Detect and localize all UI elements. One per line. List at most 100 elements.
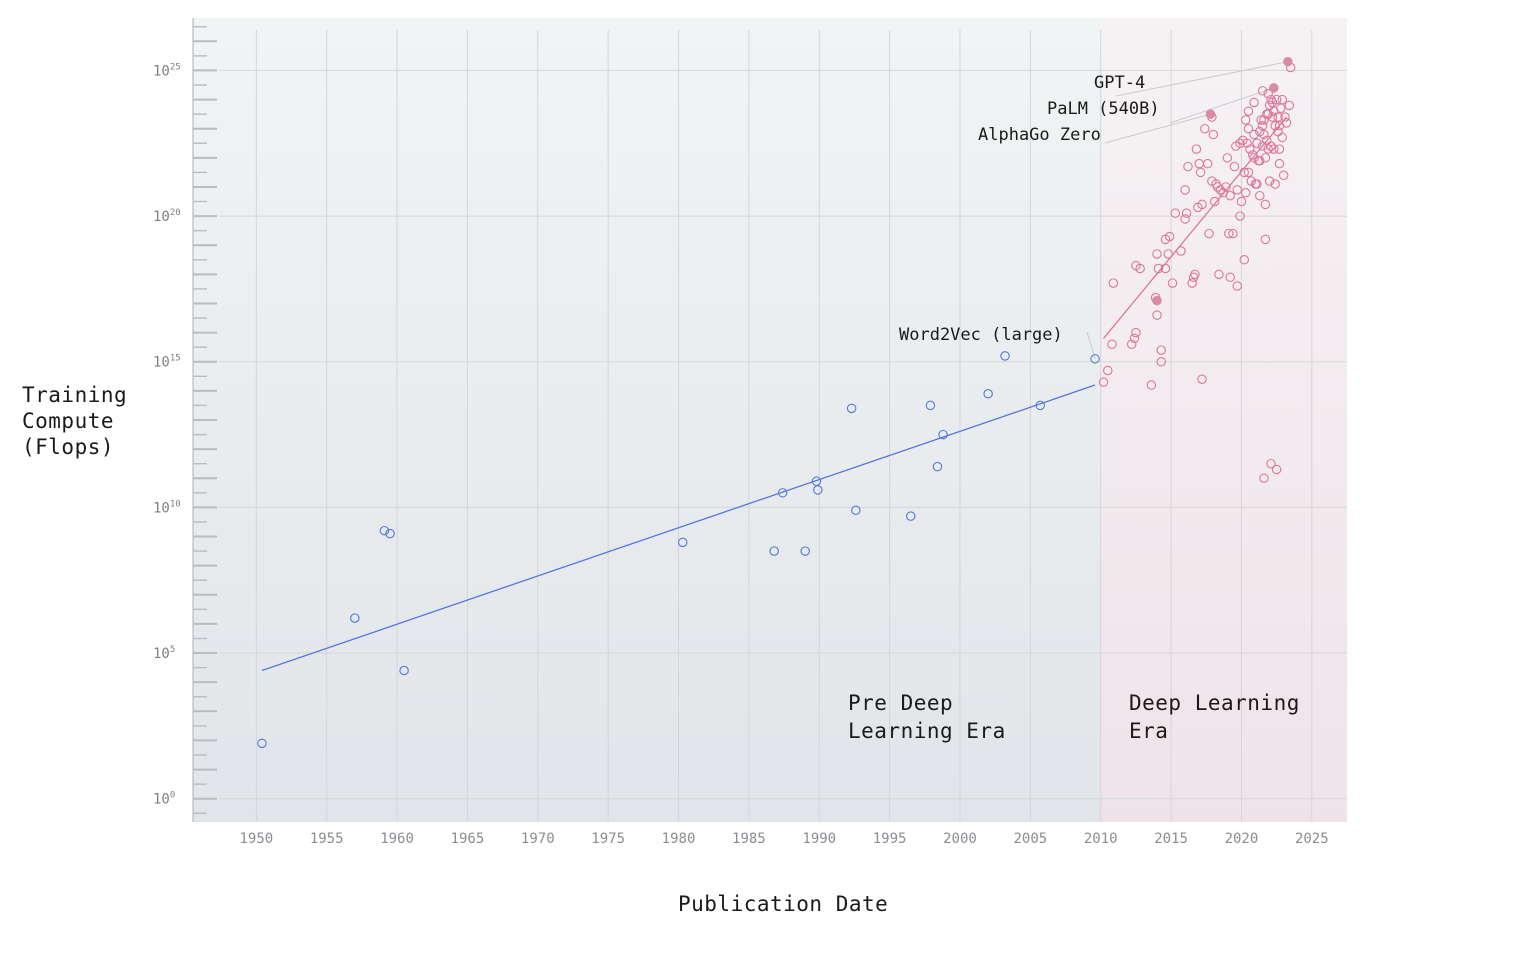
data-point (932, 461, 943, 472)
y-tick-label: 1020 (153, 208, 181, 225)
data-points (257, 56, 1296, 749)
data-point (1257, 86, 1268, 96)
data-point (1156, 356, 1166, 367)
data-point (1000, 351, 1010, 361)
data-point (777, 488, 788, 498)
highlighted-data-point (1205, 109, 1216, 119)
trend-line (261, 384, 1096, 672)
data-point (1274, 144, 1285, 154)
y-axis-label: Training Compute (Flops) (22, 382, 127, 460)
annotation-leader-line (1169, 87, 1274, 124)
data-point (257, 738, 267, 749)
data-point (1187, 278, 1197, 288)
data-point (1274, 158, 1285, 169)
data-point (1103, 365, 1113, 376)
data-point (811, 476, 822, 486)
data-point (1214, 269, 1224, 280)
x-tick-label: 2015 (1154, 831, 1188, 847)
region-label-line: Era (1129, 719, 1169, 743)
x-tick-label: 2000 (943, 831, 977, 847)
x-axis-label: Publication Date (678, 892, 889, 916)
data-point (1263, 144, 1273, 154)
data-point (1197, 374, 1207, 384)
data-point (385, 528, 395, 539)
data-point (1221, 182, 1231, 192)
data-point (1254, 190, 1265, 201)
x-tick-label: 1950 (239, 831, 273, 847)
data-point (1266, 458, 1276, 469)
data-point (1232, 185, 1242, 195)
data-point (1167, 278, 1178, 288)
y-axis-ruler (192, 18, 217, 822)
y-tick-label: 100 (153, 791, 175, 808)
data-point (1284, 100, 1295, 111)
annotation-leader-line (1104, 113, 1211, 144)
data-point (1090, 354, 1100, 364)
data-point (1160, 263, 1171, 274)
y-tick-labels: 100 105 1010 1015 1020 1025 (153, 62, 181, 807)
data-point (1215, 185, 1226, 195)
data-point (938, 429, 948, 440)
data-point (1271, 94, 1282, 105)
x-tick-label: 1965 (451, 831, 485, 847)
region-label-line: Deep Learning (1129, 691, 1300, 715)
data-point (1224, 228, 1234, 239)
data-point (1225, 190, 1235, 201)
data-point (1209, 196, 1220, 207)
data-point (1239, 167, 1250, 178)
x-tick-label: 2020 (1225, 831, 1259, 847)
data-point (379, 525, 390, 536)
data-point (1195, 167, 1206, 178)
data-point (1281, 118, 1292, 128)
data-point (1191, 144, 1202, 154)
data-point (1257, 121, 1268, 131)
annotation-gpt-4: GPT-4 (1094, 73, 1146, 93)
data-point (1180, 185, 1190, 195)
data-point (800, 546, 810, 556)
data-point (1222, 153, 1233, 163)
data-point (1107, 339, 1117, 350)
data-point (1035, 400, 1045, 411)
highlighted-data-point (1152, 295, 1162, 306)
data-point (1204, 228, 1214, 239)
horizontal-gridlines (219, 69, 1347, 800)
data-point (1243, 167, 1254, 178)
y-axis-label-line: Compute (22, 409, 115, 433)
data-point (1200, 123, 1210, 134)
highlighted-data-point (1283, 56, 1293, 67)
data-point (1270, 179, 1280, 189)
data-point (1108, 278, 1119, 288)
x-tick-labels: 1950 1955 1960 1965 1970 1975 1980 1985 1990 1995… (239, 831, 1328, 847)
annotation-palm-540b: PaLM (540B) (1047, 99, 1160, 119)
data-point (1269, 144, 1279, 154)
data-point (1252, 138, 1262, 149)
data-point (1259, 473, 1269, 484)
data-point (1266, 141, 1276, 151)
data-point (1232, 281, 1242, 291)
data-point (813, 485, 823, 495)
highlighted-data-point (1269, 83, 1279, 93)
data-point (1235, 211, 1245, 221)
data-point (1176, 246, 1186, 256)
data-point (1180, 214, 1190, 224)
region-label-line: Learning Era (848, 719, 1006, 743)
x-tick-label: 1980 (662, 831, 696, 847)
data-point (1249, 129, 1259, 140)
data-point (1152, 249, 1162, 259)
data-point (399, 665, 409, 676)
y-axis-label-line: (Flops) (22, 435, 115, 459)
data-point (1245, 144, 1255, 154)
data-point (1280, 112, 1290, 122)
data-point (1273, 112, 1283, 122)
data-point (1202, 158, 1213, 169)
x-tick-label: 2005 (1013, 831, 1047, 847)
pre-deep-learning-label: Pre Deep Learning Era (848, 689, 1006, 745)
x-tick-label: 1990 (802, 831, 836, 847)
data-point (1271, 464, 1282, 475)
data-point (1242, 138, 1252, 149)
x-tick-label: 1960 (380, 831, 414, 847)
data-point (1249, 97, 1259, 108)
data-point (1240, 188, 1251, 198)
data-point (1190, 269, 1200, 280)
